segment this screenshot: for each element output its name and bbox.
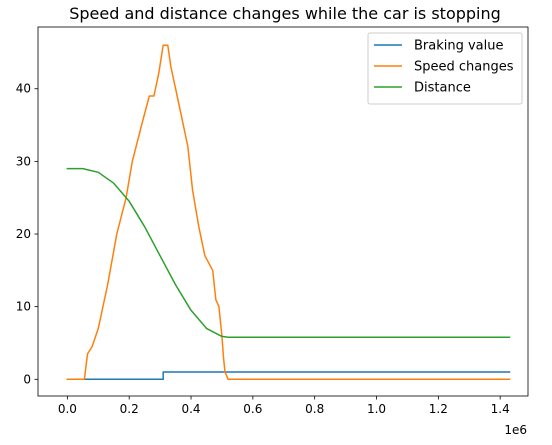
legend-box (367, 32, 523, 105)
x-tick-label: 1.4 (491, 402, 510, 416)
legend-label: Distance (414, 81, 471, 96)
y-tick-label: 10 (16, 300, 31, 314)
y-tick-label: 20 (16, 227, 31, 241)
x-axis-offset-label: 1e6 (504, 423, 527, 437)
legend-label: Speed changes (414, 60, 514, 75)
legend-label: Braking value (414, 39, 504, 54)
x-tick-label: 1.0 (367, 402, 386, 416)
y-tick-label: 30 (16, 154, 31, 168)
chart-title: Speed and distance changes while the car… (69, 4, 501, 23)
y-tick-label: 0 (23, 372, 31, 386)
legend: Braking value Speed changes Distance (367, 32, 523, 105)
plot-area: 0.0 0.2 0.4 0.6 0.8 1.0 1.2 1.4 0 10 20 30 40 Braking… (16, 26, 529, 416)
x-tick-label: 0.2 (120, 402, 139, 416)
plot-frame (37, 26, 529, 397)
series-line-distance (66, 167, 511, 338)
x-tick-label: 0.8 (305, 402, 324, 416)
x-tick-label: 0.4 (181, 402, 200, 416)
x-tick-label: 0.6 (243, 402, 262, 416)
y-tick-label: 40 (16, 82, 31, 96)
series-line-braking-value (66, 371, 511, 381)
series-line-speed-changes (66, 44, 511, 381)
x-tick-label: 1.2 (429, 402, 448, 416)
x-tick-label: 0.0 (58, 402, 77, 416)
